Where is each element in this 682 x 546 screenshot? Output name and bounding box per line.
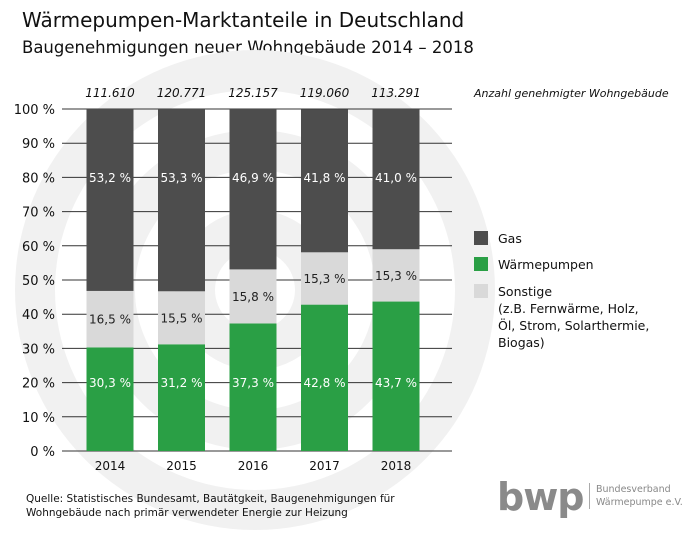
data-label: 15,3 % (375, 269, 417, 283)
bar-segment (372, 301, 420, 451)
total-label: 120.771 (157, 86, 207, 100)
bar-segment (301, 109, 348, 253)
data-label: 53,2 % (89, 171, 131, 185)
x-tick-label: 2015 (166, 459, 197, 473)
legend-label: Sonstige (498, 284, 552, 299)
y-tick-label: 80 % (22, 171, 55, 186)
y-tick-label: 60 % (22, 240, 55, 255)
y-tick-label: 70 % (22, 206, 55, 221)
bar-segment (372, 249, 420, 302)
legend-detail: Biogas) (498, 335, 545, 350)
x-tick-label: 2017 (309, 459, 340, 473)
data-label: 37,3 % (232, 376, 274, 390)
data-label: 46,9 % (232, 171, 274, 185)
y-tick-label: 10 % (22, 411, 55, 426)
data-label: 43,7 % (375, 376, 417, 390)
bar-segment (372, 109, 420, 250)
bwp-logo: bwp Bundesverband Wärmepumpe e.V. (497, 475, 682, 519)
logo-line-2: Wärmepumpe e.V. (596, 497, 682, 508)
logo-text: Bundesverband Wärmepumpe e.V. (589, 483, 682, 509)
data-label: 31,2 % (161, 376, 203, 390)
data-label: 41,0 % (375, 171, 417, 185)
total-label: 111.610 (85, 86, 135, 100)
bar-segment (86, 290, 134, 348)
bar-segment (158, 291, 205, 345)
y-tick-label: 20 % (22, 377, 55, 392)
x-tick-label: 2014 (95, 459, 126, 473)
y-tick-label: 40 % (22, 308, 55, 323)
x-tick-label: 2016 (238, 459, 269, 473)
legend-swatch (474, 231, 488, 245)
data-label: 41,8 % (304, 171, 346, 185)
bar-segment (86, 347, 134, 451)
y-tick-label: 90 % (22, 137, 55, 152)
legend-label: Wärmepumpen (498, 257, 594, 272)
bar-segment (86, 109, 134, 291)
total-label: 125.157 (228, 86, 278, 100)
x-tick-label: 2018 (381, 459, 412, 473)
bar-segment (229, 269, 277, 324)
source-note: Quelle: Statistisches Bundesamt, Bautätg… (26, 492, 426, 520)
legend-swatch (474, 284, 488, 298)
data-label: 42,8 % (304, 376, 346, 390)
data-label: 15,3 % (304, 272, 346, 286)
total-label: 113.291 (371, 86, 421, 100)
bar-segment (301, 252, 348, 305)
source-line-2: Wohngebäude nach primär verwendeter Ener… (26, 507, 348, 519)
data-label: 15,5 % (161, 311, 203, 325)
chart-subtitle: Baugenehmigungen neuer Wohngebäude 2014 … (22, 38, 474, 57)
y-tick-label: 30 % (22, 342, 55, 357)
logo-line-1: Bundesverband (596, 484, 671, 495)
bar-segment (229, 323, 277, 451)
data-label: 53,3 % (161, 171, 203, 185)
legend-label: Gas (498, 231, 522, 246)
y-tick-label: 0 % (30, 445, 55, 460)
chart-title: Wärmepumpen-Marktanteile in Deutschland (22, 8, 465, 32)
legend-detail: (z.B. Fernwärme, Holz, (498, 301, 639, 316)
bar-segment (158, 344, 205, 451)
total-label: 119.060 (300, 86, 350, 100)
legend-detail: Öl, Strom, Solarthermie, (498, 317, 649, 333)
data-label: 15,8 % (232, 290, 274, 304)
y-tick-label: 50 % (22, 274, 55, 289)
bar-segment (229, 109, 277, 270)
source-line-1: Quelle: Statistisches Bundesamt, Bautätg… (26, 493, 395, 505)
y-tick-label: 100 % (14, 103, 55, 118)
bar-segment (301, 304, 348, 451)
legend-swatch (474, 257, 488, 271)
data-label: 30,3 % (89, 376, 131, 390)
totals-caption: Anzahl genehmigter Wohngebäude (473, 87, 669, 100)
logo-word: bwp (497, 475, 585, 519)
data-label: 16,5 % (89, 313, 131, 327)
bar-segment (158, 109, 205, 292)
